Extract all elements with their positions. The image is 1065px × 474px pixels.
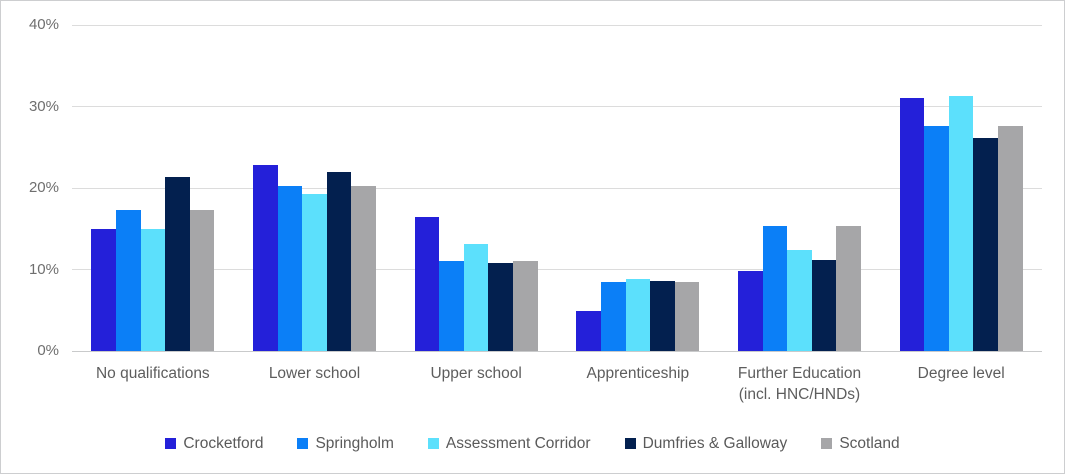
bar-assessment-corridor-apprenticeship[interactable]: [625, 279, 651, 351]
y-tick-label-0: 0%: [37, 342, 59, 359]
bar-dumfries-galloway-degree-level[interactable]: [973, 138, 999, 351]
legend-item-springholm[interactable]: Springholm: [297, 434, 394, 452]
x-axis-label-further-education-incl-hnc-hnds: Further Education (incl. HNC/HNDs): [737, 365, 862, 403]
y-tick-label-30: 30%: [28, 97, 59, 115]
bar-group-no-qualifications: [72, 25, 234, 351]
legend-label: Crocketford: [183, 434, 264, 452]
bar-group-lower-school: [234, 25, 396, 351]
gridline-20: [72, 187, 1042, 189]
bar-crocketford-apprenticeship[interactable]: [576, 311, 601, 351]
bar-scotland-further-education-incl-hnc-hnds[interactable]: [836, 225, 861, 351]
bar-springholm-upper-school[interactable]: [439, 261, 464, 351]
legend-swatch-assessment-corridor: [427, 437, 439, 449]
x-axis-label-no-qualifications: No qualifications: [95, 365, 210, 382]
legend-label: Scotland: [839, 434, 900, 452]
bar-assessment-corridor-lower-school[interactable]: [302, 193, 327, 351]
gridline-10: [72, 269, 1042, 270]
bar-crocketford-no-qualifications[interactable]: [91, 228, 116, 351]
bar-group-degree-level: [880, 25, 1042, 351]
bar-springholm-further-education-incl-hnc-hnds[interactable]: [762, 225, 788, 351]
legend: Crocketford Springholm Assessment Corridor…: [1, 431, 1064, 455]
bar-dumfries-galloway-lower-school[interactable]: [326, 171, 352, 351]
plot-area: [72, 24, 1042, 352]
legend-swatch-crocketford: [165, 437, 177, 449]
bar-springholm-no-qualifications[interactable]: [115, 210, 141, 351]
legend-swatch-springholm: [297, 437, 309, 449]
bar-assessment-corridor-no-qualifications[interactable]: [140, 228, 166, 351]
bar-dumfries-galloway-apprenticeship[interactable]: [650, 280, 675, 351]
legend-item-dumfries-galloway[interactable]: Dumfries & Galloway: [624, 434, 788, 452]
bar-group-apprenticeship: [557, 25, 719, 351]
bar-dumfries-galloway-no-qualifications[interactable]: [165, 177, 190, 351]
legend-label: Springholm: [315, 434, 394, 452]
bar-crocketford-upper-school[interactable]: [414, 217, 440, 351]
bar-dumfries-galloway-further-education-incl-hnc-hnds[interactable]: [811, 259, 837, 351]
gridline-30: [72, 106, 1042, 107]
legend-label: Assessment Corridor: [445, 434, 591, 452]
y-tick-label-40: 40%: [28, 16, 59, 33]
x-axis-labels: No qualifications Lower school Upper schoo…: [72, 363, 1042, 411]
legend-swatch-dumfries-galloway: [624, 437, 636, 449]
x-axis-label-degree-level: Degree level: [917, 365, 1005, 382]
legend-item-scotland[interactable]: Scotland: [821, 434, 900, 452]
x-axis-line: [72, 350, 1042, 352]
bar-scotland-lower-school[interactable]: [351, 186, 376, 351]
bar-springholm-apprenticeship[interactable]: [600, 281, 626, 351]
bar-crocketford-lower-school[interactable]: [253, 165, 278, 351]
bar-dumfries-galloway-upper-school[interactable]: [488, 262, 514, 351]
bar-assessment-corridor-degree-level[interactable]: [948, 95, 974, 351]
bar-springholm-lower-school[interactable]: [277, 186, 303, 351]
y-tick-label-20: 20%: [28, 179, 59, 196]
x-axis-label-lower-school: Lower school: [268, 365, 361, 382]
bar-crocketford-degree-level[interactable]: [899, 97, 925, 351]
bar-group-upper-school: [395, 25, 557, 351]
bar-scotland-apprenticeship[interactable]: [674, 281, 700, 351]
legend-swatch-scotland: [821, 437, 833, 449]
bar-scotland-upper-school[interactable]: [513, 261, 538, 351]
x-axis-label-upper-school: Upper school: [430, 365, 522, 382]
bar-crocketford-further-education-incl-hnc-hnds[interactable]: [738, 271, 763, 351]
legend-item-crocketford[interactable]: Crocketford: [165, 434, 264, 452]
bar-scotland-degree-level[interactable]: [998, 126, 1023, 351]
legend-label: Dumfries & Galloway: [642, 434, 788, 452]
bar-group-further-education-incl-hnc-hnds: [719, 25, 881, 351]
bar-springholm-degree-level[interactable]: [924, 126, 949, 351]
y-tick-label-10: 10%: [28, 260, 59, 278]
gridline-40: [72, 24, 1042, 26]
legend-item-assessment-corridor[interactable]: Assessment Corridor: [427, 434, 591, 452]
x-axis-label-apprenticeship: Apprenticeship: [586, 365, 690, 382]
bar-assessment-corridor-upper-school[interactable]: [463, 244, 489, 351]
bar-assessment-corridor-further-education-incl-hnc-hnds[interactable]: [787, 249, 812, 351]
bar-scotland-no-qualifications[interactable]: [189, 210, 215, 351]
